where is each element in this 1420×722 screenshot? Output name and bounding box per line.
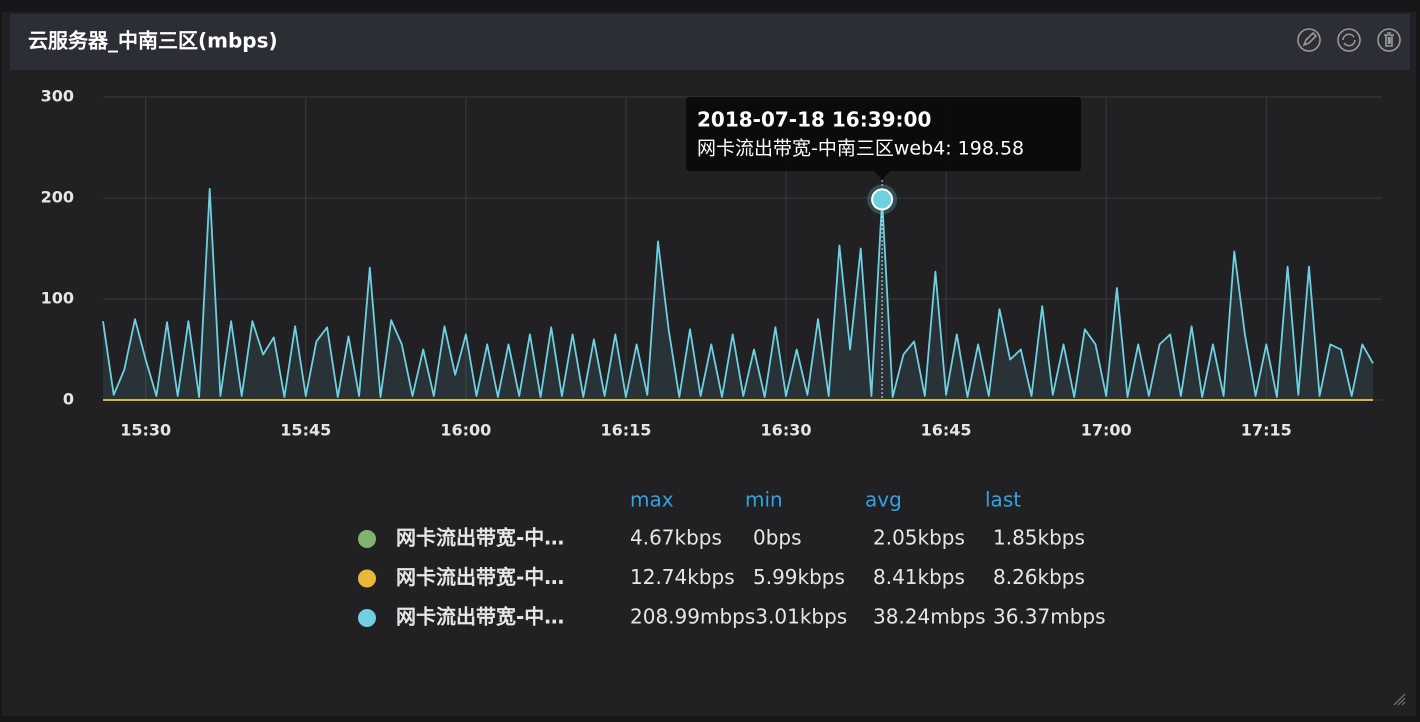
x-tick-label: 16:30 xyxy=(761,421,812,440)
y-tick-label: 200 xyxy=(41,188,74,207)
legend-stat: 2.05kbps xyxy=(873,526,965,550)
legend-stat: 208.99mbps xyxy=(630,605,755,629)
legend-stat: 5.99kbps xyxy=(753,565,845,589)
tooltip-series: 网卡流出带宽-中南三区web4: xyxy=(697,138,952,160)
delete-icon[interactable] xyxy=(1377,28,1401,52)
legend-stat: 3.01kbps xyxy=(755,605,847,629)
legend-stat: 12.74kbps xyxy=(630,565,735,589)
panel-title: 云服务器_中南三区(mbps) xyxy=(28,29,278,53)
legend-swatch xyxy=(358,609,376,627)
legend-header: last xyxy=(985,488,1021,512)
x-tick-label: 15:45 xyxy=(280,421,331,440)
legend-swatch xyxy=(358,530,376,548)
legend-header: min xyxy=(745,488,783,512)
tooltip-value: 198.58 xyxy=(958,138,1024,160)
series-area xyxy=(103,188,1373,400)
legend-stat: 36.37mbps xyxy=(993,605,1106,629)
refresh-icon[interactable] xyxy=(1337,28,1361,52)
tooltip-arrow xyxy=(874,171,891,180)
legend-stat: 4.67kbps xyxy=(630,526,722,550)
legend-name: 网卡流出带宽-中… xyxy=(396,605,564,629)
x-tick-label: 17:00 xyxy=(1081,421,1132,440)
legend-name: 网卡流出带宽-中… xyxy=(396,526,564,550)
legend-stat: 0bps xyxy=(753,526,802,550)
tooltip-time: 2018-07-18 16:39:00 xyxy=(697,108,931,132)
x-tick-label: 15:30 xyxy=(120,421,171,440)
x-tick-label: 16:45 xyxy=(921,421,972,440)
edit-icon[interactable] xyxy=(1297,28,1321,52)
legend-name: 网卡流出带宽-中… xyxy=(396,565,564,589)
panel-header xyxy=(10,14,1410,70)
y-tick-label: 100 xyxy=(41,289,74,308)
legend-swatch xyxy=(358,569,376,588)
resize-handle[interactable] xyxy=(1393,693,1406,706)
legend-stat: 1.85kbps xyxy=(993,526,1085,550)
hover-point xyxy=(871,188,894,211)
y-tick-label: 300 xyxy=(41,87,74,106)
x-tick-label: 16:15 xyxy=(600,421,651,440)
legend-stat: 8.26kbps xyxy=(993,565,1085,589)
legend-header: avg xyxy=(865,488,902,512)
legend-stat: 38.24mbps xyxy=(873,605,986,629)
tooltip-box xyxy=(686,97,1081,171)
legend-header: max xyxy=(630,488,674,512)
x-tick-label: 17:15 xyxy=(1241,421,1292,440)
y-tick-label: 0 xyxy=(63,390,74,409)
legend-stat: 8.41kbps xyxy=(873,565,965,589)
x-tick-label: 16:00 xyxy=(440,421,491,440)
series-line xyxy=(102,188,1374,398)
